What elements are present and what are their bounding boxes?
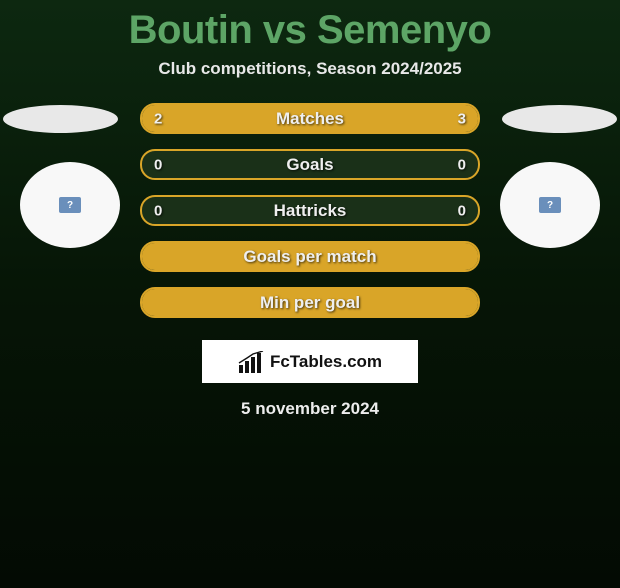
stat-row: 00Goals [140,149,480,180]
player-right-ellipse [502,105,617,133]
stat-label: Min per goal [142,293,478,313]
branding-banner: FcTables.com [202,340,418,383]
stat-row: Goals per match [140,241,480,272]
branding-chart-icon [238,351,264,373]
page-title: Boutin vs Semenyo [0,8,620,53]
stat-label: Goals per match [142,247,478,267]
stat-row: 00Hattricks [140,195,480,226]
team-badge-left: ? [20,162,120,248]
stat-row: Min per goal [140,287,480,318]
comparison-container: ? ? 23Matches 00Goals 00Hattricks Goals per… [0,103,620,419]
branding-text: FcTables.com [270,352,382,372]
stat-label: Hattricks [142,201,478,221]
stat-label: Matches [142,109,478,129]
team-badge-right: ? [500,162,600,248]
stat-row: 23Matches [140,103,480,134]
stat-label: Goals [142,155,478,175]
team-badge-left-placeholder-icon: ? [59,197,81,213]
player-left-ellipse [3,105,118,133]
date-line: 5 november 2024 [0,399,620,419]
team-badge-right-placeholder-icon: ? [539,197,561,213]
subtitle: Club competitions, Season 2024/2025 [0,59,620,79]
stat-rows: 23Matches 00Goals 00Hattricks Goals per mat… [140,103,480,318]
